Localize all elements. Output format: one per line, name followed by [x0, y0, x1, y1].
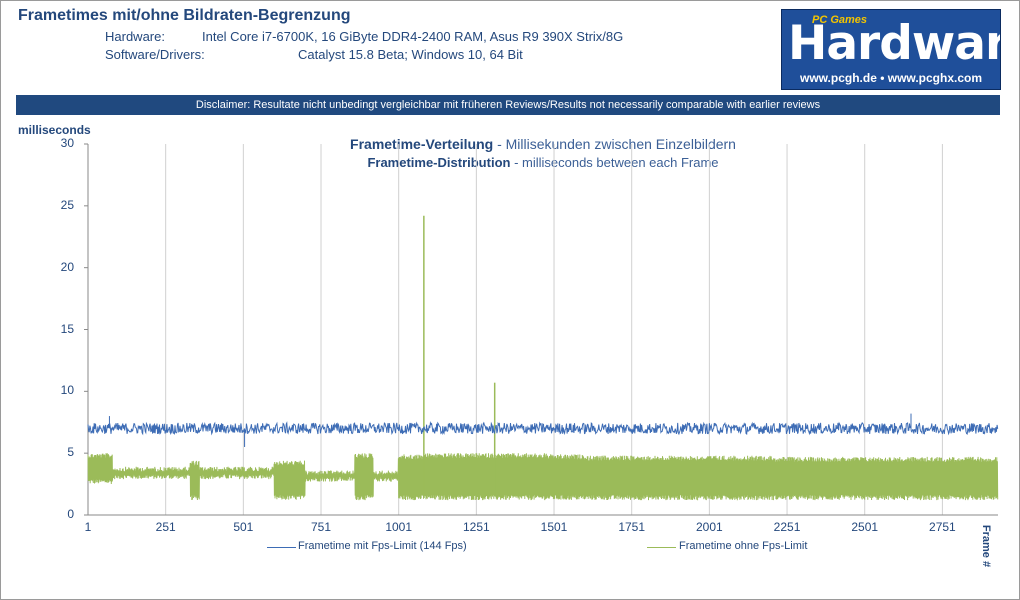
x-tick-label-1: 1 [84, 520, 92, 534]
legend-entry-blue: Frametime mit Fps-Limit (144 Fps) [298, 540, 467, 552]
disclaimer-bar: Disclaimer: Resultate nicht unbedingt ve… [16, 95, 1000, 115]
logo-main-text: Hardware [788, 16, 1000, 71]
y-tick-label-10: 10 [60, 383, 74, 398]
legend-swatch-green [647, 547, 676, 548]
hardware-value: Intel Core i7-6700K, 16 GiByte DDR4-2400… [202, 29, 624, 44]
y-tick-label-15: 15 [60, 321, 74, 336]
hardware-label: Hardware: [105, 29, 165, 44]
x-tick-label-501: 501 [233, 520, 254, 534]
y-tick-label-25: 25 [60, 197, 74, 212]
chart-title: Frametime-Verteilung - Millisekunden zwi… [88, 136, 998, 152]
series-line-mit-fps-limit [87, 420, 999, 436]
pcgh-logo: PC Games Hardware www.pcgh.de • www.pcgh… [781, 9, 1001, 90]
x-tick-label-251: 251 [155, 520, 176, 534]
y-tick-label-30: 30 [60, 136, 74, 150]
x-tick-label-1251: 1251 [462, 520, 490, 534]
x-tick-label-2501: 2501 [851, 520, 879, 534]
y-tick-label-0: 0 [67, 507, 74, 521]
x-tick-label-2751: 2751 [929, 520, 956, 534]
x-axis-label-text: Frame # [980, 524, 992, 568]
y-tick-label-20: 20 [60, 259, 74, 274]
chart-title-rest: - Millisekunden zwischen Einzelbildern [493, 136, 736, 152]
chart-subtitle-rest: - milliseconds between each Frame [510, 155, 719, 170]
x-tick-label-2001: 2001 [696, 520, 723, 534]
legend-entry-green: Frametime ohne Fps-Limit [679, 540, 808, 552]
software-value: Catalyst 15.8 Beta; Windows 10, 64 Bit [298, 47, 523, 62]
x-axis-label: Frame # [978, 520, 994, 572]
x-tick-label-751: 751 [310, 520, 332, 534]
x-tick-label-1001: 1001 [385, 520, 413, 534]
x-tick-label-2251: 2251 [773, 520, 801, 534]
series-line-ohne-fps-limit [87, 453, 999, 501]
y-axis-label: milliseconds [18, 123, 91, 137]
logo-games-text: PC Games [812, 14, 868, 26]
legend-swatch-blue [267, 547, 296, 548]
chart-subtitle: Frametime-Distribution - milliseconds be… [88, 155, 998, 170]
chart-subtitle-bold: Frametime-Distribution [367, 155, 511, 170]
chart-title-bold: Frametime-Verteilung [350, 136, 494, 152]
software-label: Software/Drivers: [105, 47, 205, 62]
x-tick-label-1501: 1501 [540, 520, 568, 534]
x-tick-label-1751: 1751 [618, 520, 646, 534]
logo-url-text: www.pcgh.de • www.pcghx.com [800, 71, 982, 85]
page-title: Frametimes mit/ohne Bildraten-Begrenzung [18, 7, 351, 24]
y-tick-label-5: 5 [67, 445, 74, 460]
